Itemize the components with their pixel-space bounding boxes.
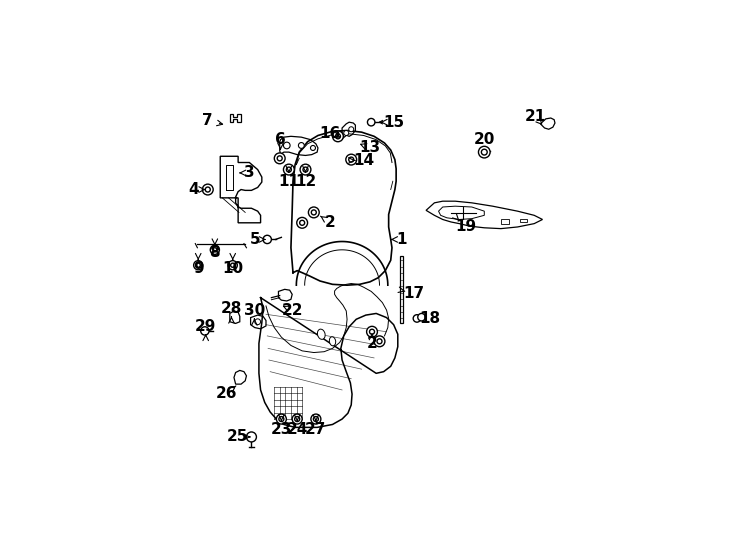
Circle shape: [247, 432, 256, 442]
Polygon shape: [438, 206, 484, 219]
Polygon shape: [278, 289, 292, 301]
Circle shape: [308, 207, 319, 218]
Circle shape: [377, 339, 382, 344]
Circle shape: [196, 263, 200, 267]
Polygon shape: [426, 201, 542, 228]
Circle shape: [294, 416, 299, 422]
Circle shape: [230, 263, 235, 267]
Text: 5: 5: [250, 232, 261, 247]
Circle shape: [413, 315, 421, 322]
Circle shape: [349, 127, 354, 132]
Circle shape: [311, 210, 316, 215]
Circle shape: [203, 184, 213, 195]
Circle shape: [482, 149, 487, 155]
Text: 1: 1: [396, 232, 407, 247]
Circle shape: [299, 143, 304, 148]
Circle shape: [283, 142, 290, 149]
Polygon shape: [400, 256, 403, 322]
Circle shape: [300, 164, 311, 175]
Circle shape: [366, 326, 377, 337]
Text: 17: 17: [403, 286, 424, 301]
Text: 9: 9: [193, 261, 203, 276]
Text: 6: 6: [275, 132, 286, 147]
Circle shape: [263, 235, 272, 244]
Text: 8: 8: [209, 245, 220, 260]
Text: 25: 25: [227, 429, 248, 444]
Text: 22: 22: [281, 302, 303, 318]
Circle shape: [311, 414, 321, 424]
Circle shape: [283, 164, 294, 175]
Text: 21: 21: [524, 109, 545, 124]
Circle shape: [310, 145, 316, 151]
Text: 11: 11: [278, 174, 299, 188]
Circle shape: [255, 319, 261, 325]
Circle shape: [277, 156, 282, 161]
Circle shape: [418, 313, 425, 321]
Polygon shape: [250, 315, 266, 329]
Text: 2: 2: [367, 336, 377, 351]
Text: 19: 19: [455, 219, 476, 234]
Polygon shape: [230, 114, 241, 122]
Polygon shape: [540, 118, 555, 129]
Text: 2: 2: [325, 215, 336, 230]
Circle shape: [228, 261, 237, 270]
Text: 4: 4: [188, 182, 198, 197]
Circle shape: [374, 336, 385, 347]
Text: 10: 10: [222, 261, 243, 276]
Circle shape: [279, 416, 284, 422]
Polygon shape: [520, 219, 527, 222]
Circle shape: [344, 131, 349, 136]
Polygon shape: [220, 156, 262, 223]
Circle shape: [297, 218, 308, 228]
Circle shape: [210, 245, 219, 254]
Text: 20: 20: [473, 132, 495, 147]
Circle shape: [275, 153, 285, 164]
Circle shape: [292, 414, 302, 424]
Circle shape: [213, 248, 217, 252]
Text: 26: 26: [216, 386, 237, 401]
Circle shape: [303, 167, 308, 172]
Text: 23: 23: [271, 422, 292, 437]
Circle shape: [299, 220, 305, 225]
Circle shape: [346, 154, 357, 165]
Circle shape: [277, 414, 286, 424]
Text: 28: 28: [221, 301, 242, 315]
Polygon shape: [230, 311, 240, 323]
Circle shape: [333, 131, 344, 141]
Text: 29: 29: [195, 319, 217, 334]
Circle shape: [369, 329, 374, 334]
Circle shape: [194, 261, 203, 270]
Ellipse shape: [317, 329, 325, 339]
Text: 12: 12: [295, 174, 316, 188]
Polygon shape: [280, 136, 318, 156]
Polygon shape: [234, 370, 247, 384]
Polygon shape: [342, 122, 355, 139]
Circle shape: [286, 167, 291, 172]
Text: 16: 16: [320, 126, 341, 141]
Text: 30: 30: [244, 302, 265, 318]
Text: 3: 3: [244, 165, 255, 180]
Text: 18: 18: [420, 311, 441, 326]
Text: 15: 15: [383, 114, 404, 130]
Circle shape: [200, 327, 209, 335]
Text: 7: 7: [203, 113, 213, 129]
Text: 13: 13: [360, 140, 380, 156]
Text: 14: 14: [353, 153, 374, 168]
Circle shape: [368, 118, 375, 126]
Circle shape: [479, 146, 490, 158]
Text: 27: 27: [305, 422, 327, 437]
Circle shape: [335, 134, 341, 139]
Circle shape: [313, 416, 319, 422]
Circle shape: [349, 157, 354, 162]
Circle shape: [206, 187, 210, 192]
Text: 24: 24: [286, 422, 308, 437]
Ellipse shape: [330, 337, 335, 346]
Polygon shape: [501, 219, 509, 224]
